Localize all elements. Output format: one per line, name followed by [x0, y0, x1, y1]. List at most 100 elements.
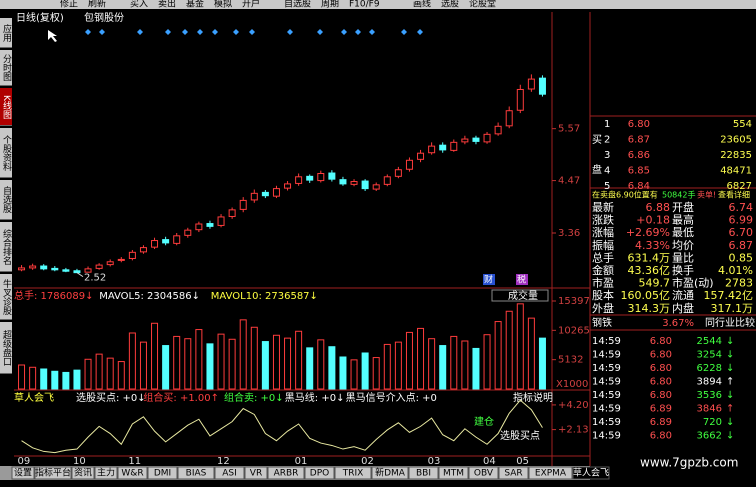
tab[interactable] — [267, 466, 305, 480]
volume-bar — [206, 343, 214, 390]
panel-button[interactable] — [491, 289, 549, 302]
tab[interactable] — [438, 466, 469, 480]
candle-body — [128, 251, 136, 259]
quote-label: 市盈(动) — [672, 276, 714, 290]
toolbar-button[interactable]: 选股 — [441, 0, 459, 10]
signal-diamond — [137, 29, 143, 35]
chart-title: 日线(复权) — [16, 11, 64, 24]
tick-time: 14:59 — [592, 417, 621, 428]
signal-diamond — [197, 29, 203, 35]
candle-body — [417, 152, 425, 160]
toolbar-button[interactable]: 周期 — [321, 0, 339, 10]
volume-bar — [361, 352, 369, 390]
tick-direction: ↓ — [726, 363, 734, 374]
toolbar-button[interactable]: 开户 — [242, 0, 260, 10]
tab[interactable] — [244, 466, 268, 480]
volume-bar — [383, 343, 391, 390]
panel-title: 成交量 — [508, 289, 538, 302]
candle-body — [361, 180, 369, 190]
toolbar-button[interactable]: 画线 — [413, 0, 431, 10]
toolbar-button[interactable]: 修正 — [60, 0, 78, 10]
volume-bar — [18, 364, 26, 390]
volume-bar — [317, 339, 325, 390]
toolbar-button[interactable]: 买入 — [130, 0, 148, 10]
legend-entry: 总手: 1786089↓ — [14, 289, 93, 302]
signal-diamond — [249, 29, 255, 35]
candle-body — [195, 223, 203, 231]
tick-price: 6.89 — [650, 417, 672, 428]
quote-label: 振幅 — [592, 238, 614, 252]
tab-label: MTM — [443, 469, 464, 479]
legend-entry: 黑马信号介入点: +0 — [346, 392, 437, 404]
sidebar-tab[interactable]: 分时图 — [0, 50, 12, 86]
tick-time: 14:59 — [592, 350, 621, 361]
tab[interactable] — [34, 466, 72, 480]
volume-bar — [261, 341, 269, 390]
sidebar-tab[interactable]: 牛叉诊股 — [0, 274, 12, 320]
candle-body — [295, 176, 303, 184]
candle-body — [383, 176, 391, 185]
candle-body — [228, 209, 236, 217]
tab[interactable] — [147, 466, 178, 480]
tab[interactable] — [177, 466, 215, 480]
toolbar-button[interactable]: 卖出 — [158, 0, 176, 10]
candle-body — [184, 229, 192, 236]
volume-bar — [295, 330, 303, 390]
tab-label: TRIX — [342, 469, 364, 479]
tab[interactable] — [71, 466, 95, 480]
bid-volume: 554 — [733, 119, 752, 130]
tick-direction: ↓ — [726, 336, 734, 347]
toolbar-button[interactable]: 自选股 — [284, 0, 311, 10]
industry-compare[interactable]: 同行业比较 — [705, 316, 755, 329]
volume-bar — [394, 341, 402, 390]
toolbar-button[interactable]: 刷新 — [88, 0, 106, 10]
tab[interactable] — [498, 466, 529, 480]
tab[interactable] — [528, 466, 573, 480]
industry-change: 3.67% — [662, 318, 694, 329]
tick-volume: 6228 — [697, 363, 722, 374]
x-tick-label: 02 — [361, 456, 374, 467]
sidebar-tab[interactable]: 超级盘口 — [0, 322, 12, 374]
signal-diamond — [401, 29, 407, 35]
candle-body — [51, 267, 59, 271]
tab[interactable] — [214, 466, 245, 480]
sidebar-tab[interactable]: 自选股 — [0, 180, 12, 220]
candle-body — [284, 183, 292, 189]
tab-label: W&R — [121, 469, 143, 479]
quote-label: 最高 — [672, 213, 694, 227]
sidebar-tab[interactable]: K线图 — [0, 88, 12, 126]
volume-bar — [217, 333, 225, 390]
panel-button[interactable] — [510, 392, 550, 403]
tick-time: 14:59 — [592, 336, 621, 347]
tab[interactable] — [371, 466, 409, 480]
quote-label: 涨幅 — [592, 226, 614, 239]
candle-body — [405, 159, 413, 170]
x-tick-label: 05 — [516, 456, 529, 467]
tab[interactable] — [94, 466, 118, 480]
toolbar-button[interactable]: 论股堂 — [469, 0, 496, 10]
tab[interactable] — [572, 466, 610, 480]
tick-volume: 3254 — [697, 350, 722, 361]
candle-body — [516, 88, 524, 111]
sidebar-tab[interactable]: 应用 — [0, 18, 12, 48]
toolbar-button[interactable]: F10/F9 — [349, 0, 380, 10]
chart-subtitle: 包钢股份 — [84, 11, 124, 24]
tick-volume: 3894 — [697, 377, 722, 388]
sidebar-tab[interactable]: 个股资料 — [0, 128, 12, 178]
quote-value: 6.74 — [729, 201, 754, 214]
sidebar-tab[interactable]: 综合排名 — [0, 222, 12, 272]
toolbar-button[interactable]: 基金 — [186, 0, 204, 10]
tab[interactable] — [468, 466, 499, 480]
tab[interactable] — [304, 466, 335, 480]
tab[interactable] — [117, 466, 148, 480]
candle-body — [483, 133, 491, 143]
x-tick-label: 11 — [128, 456, 141, 467]
tab[interactable] — [408, 466, 439, 480]
quote-value: 43.36亿 — [628, 264, 671, 277]
notice[interactable]: 查看详细 — [718, 190, 750, 200]
quote-label: 最新 — [592, 200, 614, 214]
volume-bar — [284, 337, 292, 390]
tab[interactable] — [334, 466, 372, 480]
tab[interactable] — [11, 466, 35, 480]
toolbar-button[interactable]: 模拟 — [214, 0, 232, 10]
